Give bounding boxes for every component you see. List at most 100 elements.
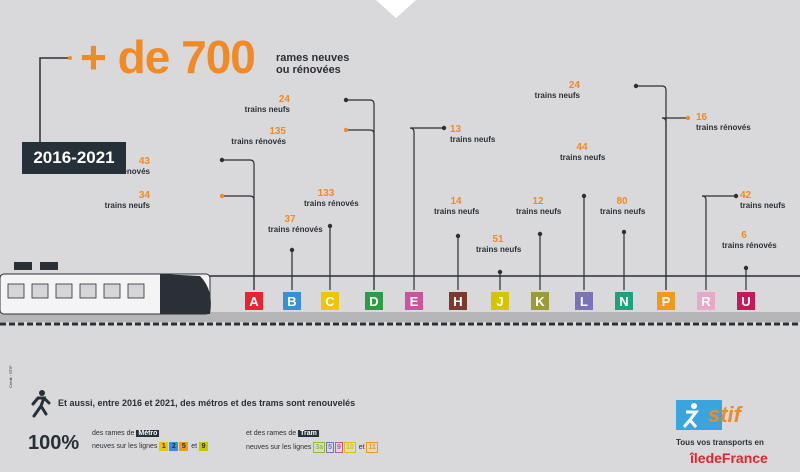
train-window [31, 283, 49, 299]
headline-number: + de 700 [80, 31, 256, 83]
line-badge-J: J [491, 292, 509, 310]
label-text: trains neufs [740, 201, 786, 210]
label-number: 16 [696, 112, 708, 123]
label-number: 24 [568, 80, 580, 91]
label-text: trains neufs [560, 153, 606, 162]
train-window [55, 283, 73, 299]
label-number: 80 [616, 196, 628, 207]
connector-P [636, 85, 667, 290]
tram-prefix-row: et des rames de Tram [246, 430, 319, 437]
connector-dot-A [219, 193, 225, 199]
line-badge-C: C [321, 292, 339, 310]
metro-line-chip: 1 [159, 442, 169, 451]
line-badge-P: P [657, 292, 675, 310]
label-text: trains neufs [244, 105, 290, 114]
sign-left [14, 262, 32, 270]
sign-right [40, 262, 58, 270]
train-nose [160, 274, 211, 314]
train-window [103, 283, 121, 299]
metro-prefix: des rames de [92, 430, 135, 437]
connector-dot-P [633, 83, 639, 89]
tram-suffix: neuves sur les lignes [246, 444, 312, 451]
connector-dot-R [733, 193, 739, 199]
label-text: trains neufs [476, 245, 522, 254]
label-text: trains rénovés [304, 199, 359, 208]
metro-suffix: neuves sur les lignes [92, 443, 158, 450]
line-badge-K: K [531, 292, 549, 310]
connector-dot-U [743, 265, 749, 271]
connector-dot-C [327, 223, 333, 229]
label-line-J: 51 trains neufs [476, 234, 522, 254]
connector-D [346, 129, 375, 290]
label-number: 12 [532, 196, 544, 207]
train-window [127, 283, 145, 299]
tram-line-chip: 3a [313, 442, 326, 453]
label-number: 24 [278, 94, 290, 105]
percent-value: 100% [28, 432, 80, 454]
headline-bracket [39, 57, 70, 142]
line-badge-R: R [697, 292, 715, 310]
metro-line-chip: 5 [179, 442, 189, 451]
label-number: 13 [450, 124, 462, 135]
tram-line-chip: 10 [343, 442, 356, 453]
connector-R [701, 195, 736, 290]
connector-dot-D [343, 97, 349, 103]
footer-title: Et aussi, entre 2016 et 2021, des métros… [58, 398, 356, 408]
label-line-A: 43 trains rénovés [95, 156, 150, 176]
label-line-C: 133 trains rénovés [304, 188, 359, 208]
headline-sub-line1: rames neuves [276, 52, 350, 64]
line-badge-D: D [365, 292, 383, 310]
metro-and: et [189, 443, 200, 450]
label-text: trains neufs [450, 135, 496, 144]
label-line-E: 13 trains neufs [450, 124, 495, 144]
logo-tagline: Tous vos transports en [676, 438, 764, 447]
label-text: trains neufs [434, 207, 480, 216]
connector-dot-P [685, 115, 691, 121]
connector-dot-K [537, 231, 543, 237]
line-badge-B: B [283, 292, 301, 310]
tram-line-chip: 11 [366, 442, 378, 453]
tram-lines-row: neuves sur les lignes 3a 5 9 10 et 11 [246, 442, 379, 453]
label-number: 135 [269, 126, 286, 137]
tram-and: et [356, 444, 367, 451]
line-badge-H: H [449, 292, 467, 310]
label-line-D: 135 trains rénovés [231, 126, 286, 146]
label-text: trains rénovés [696, 123, 751, 132]
years-badge: 2016-2021 [22, 142, 126, 174]
label-line-L: 44 trains neufs [560, 142, 606, 162]
label-line-K: 12 trains neufs [516, 196, 562, 216]
stif-figure-icon [682, 403, 699, 428]
platform [0, 312, 800, 322]
train-window [79, 283, 97, 299]
label-text: trains rénovés [231, 137, 286, 146]
connector-A [222, 159, 255, 290]
label-number: 44 [576, 142, 588, 153]
connector-dot-L [581, 193, 587, 199]
label-number: 133 [317, 188, 335, 199]
credit: Crédit : STIF [8, 365, 13, 388]
metro-chip: Métro [136, 430, 160, 437]
label-line-P: 24 trains neufs [535, 80, 580, 100]
label-line-R: 42 trains neufs [740, 190, 785, 210]
metro-line-chip: 2 [169, 442, 179, 451]
connector-P [661, 117, 688, 290]
line-badge-A: A [245, 292, 263, 310]
label-line-D: 24 trains neufs [245, 94, 290, 114]
line-badge-E: E [405, 292, 423, 310]
tram-chip: Tram [298, 430, 319, 437]
top-notch [376, 0, 416, 18]
connector-dot-D [343, 127, 349, 133]
label-number: 42 [740, 190, 752, 201]
label-number: 14 [450, 196, 462, 207]
connector-dot-J [497, 269, 503, 275]
metro-line-chip: 9 [199, 442, 209, 451]
stif-logo-box [676, 400, 722, 430]
label-text: trains neufs [600, 207, 646, 216]
label-line-B: 37 trains rénovés [268, 214, 323, 234]
label-text: trains neufs [516, 207, 562, 216]
tram-line-chips: 3a 5 9 10 et 11 [313, 442, 379, 453]
label-text: trains rénovés [95, 167, 150, 176]
